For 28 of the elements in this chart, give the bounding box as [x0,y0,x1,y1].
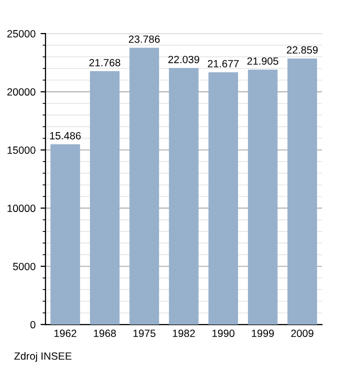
data-label: 22.039 [168,56,200,64]
bar [287,58,318,325]
bar [208,72,238,325]
data-label: 21.677 [208,60,239,68]
data-label: 15.486 [50,132,81,140]
x-tick-label: 1968 [94,330,116,338]
x-tick-label: 1982 [172,330,195,338]
y-tick-label: 5000 [13,262,36,270]
x-tick-label: 1975 [133,330,156,338]
bar [168,68,199,325]
y-tick-label: 15000 [8,146,36,154]
data-label: 21.905 [247,57,278,65]
data-label: 22.859 [286,46,318,54]
data-label: 21.768 [89,58,120,66]
x-tick-label: 1999 [252,330,274,338]
text: Zdroj INSEE [14,352,72,362]
bar [50,144,80,325]
x-tick-label: 1990 [212,330,234,338]
y-tick-label: 25000 [7,30,36,38]
y-tick-label: 20000 [7,88,36,96]
data-label: 23.786 [128,35,160,43]
bar [129,48,160,325]
x-tick-label: 1962 [54,330,76,338]
bar [248,70,278,325]
bar [90,71,120,325]
x-tick-label: 2009 [291,330,314,338]
y-tick-label: 10000 [8,204,36,212]
y-tick-label: 0 [30,321,36,328]
